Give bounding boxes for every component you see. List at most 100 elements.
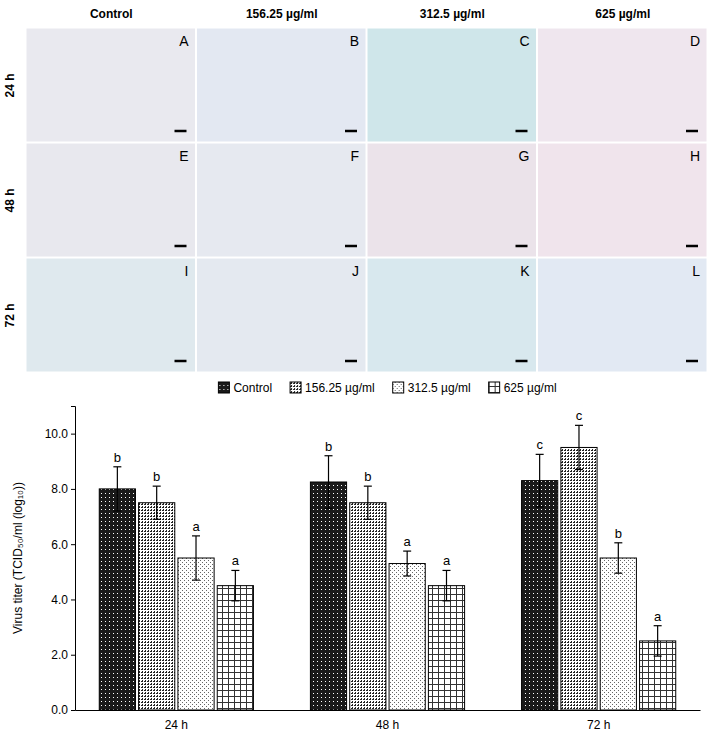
- scale-bar: [345, 360, 357, 363]
- x-axis: 24 h48 h72 h: [76, 710, 701, 732]
- y-tick: 8.0: [51, 482, 75, 496]
- legend-label: Control: [233, 381, 272, 395]
- legend-item: 625 µg/ml: [489, 381, 557, 395]
- micrograph-panel: [367, 143, 537, 257]
- bar: [522, 481, 558, 710]
- error-cap: [536, 506, 544, 507]
- error-line: [328, 456, 329, 509]
- row-header: 72 h: [3, 303, 17, 327]
- error-bar: [364, 486, 372, 519]
- error-bar: [536, 454, 544, 507]
- scale-bar: [175, 245, 187, 248]
- y-tick-mark: [71, 434, 75, 435]
- y-tick: 4.0: [51, 593, 75, 607]
- error-bar: [231, 570, 239, 600]
- series: [99, 454, 557, 710]
- micrograph-panel: [197, 258, 367, 372]
- series: [217, 570, 675, 710]
- error-cap: [231, 600, 239, 601]
- y-tick-mark: [71, 599, 75, 600]
- error-cap: [403, 550, 411, 551]
- error-cap: [113, 510, 121, 511]
- column-header: 625 µg/ml: [595, 7, 650, 21]
- legend-label: 156.25 µg/ml: [305, 381, 375, 395]
- scale-bar: [516, 360, 528, 363]
- y-axis: 0.0 2.0 4.0 6.0 8.0 10.0: [45, 407, 76, 718]
- panel-letter: C: [519, 33, 529, 49]
- bar: [99, 489, 135, 710]
- legend-item: 156.25 µg/ml: [290, 381, 375, 395]
- error-cap: [442, 600, 450, 601]
- significance-letter: a: [192, 519, 200, 534]
- micrograph-panel: [367, 258, 537, 372]
- error-cap: [654, 656, 662, 657]
- micrograph-panel: [538, 143, 708, 257]
- error-cap: [325, 455, 333, 456]
- error-line: [446, 570, 447, 600]
- row-header: 24 h: [3, 73, 17, 97]
- y-tick-mark: [71, 655, 75, 656]
- legend-label: 625 µg/ml: [504, 381, 557, 395]
- error-cap: [442, 570, 450, 571]
- error-cap: [113, 466, 121, 467]
- panel-letter: H: [690, 148, 700, 164]
- x-tick: 72 h: [587, 710, 610, 732]
- error-cap: [364, 519, 372, 520]
- panel-letter: I: [185, 263, 189, 279]
- panel-letter: D: [690, 33, 700, 49]
- error-line: [578, 425, 579, 469]
- error-line: [156, 486, 157, 519]
- panel-letter: K: [520, 263, 530, 279]
- error-cap: [325, 508, 333, 509]
- y-tick-mark: [71, 489, 75, 490]
- bar: [428, 586, 464, 710]
- panel-letter: B: [350, 33, 359, 49]
- error-cap: [575, 425, 583, 426]
- legend-item: Control: [218, 381, 272, 395]
- error-cap: [614, 542, 622, 543]
- significance-letter: b: [364, 469, 371, 484]
- series: [139, 425, 597, 710]
- y-tick-label: 10.0: [45, 427, 69, 441]
- significance-labels: bbcbbcaabaaa: [114, 408, 662, 623]
- x-tick-label: 48 h: [376, 718, 399, 732]
- bar: [561, 447, 597, 710]
- error-bar: [614, 543, 622, 573]
- error-bar: [325, 456, 333, 509]
- scale-bar: [516, 245, 528, 248]
- panel-letter: J: [352, 263, 359, 279]
- y-tick-label: 2.0: [51, 648, 68, 662]
- y-tick-mark: [71, 544, 75, 545]
- y-tick-label: 6.0: [51, 538, 68, 552]
- column-header: 156.25 µg/ml: [246, 7, 318, 21]
- scale-bar: [516, 130, 528, 133]
- row-header: 48 h: [3, 188, 17, 212]
- error-bar: [403, 551, 411, 576]
- legend-swatch: [290, 382, 301, 393]
- x-tick: 48 h: [376, 710, 399, 732]
- y-tick-label: 4.0: [51, 593, 68, 607]
- error-line: [235, 570, 236, 600]
- scale-bar: [686, 360, 698, 363]
- significance-letter: b: [114, 450, 121, 465]
- significance-letter: c: [576, 408, 583, 423]
- micrograph-panel: [538, 258, 708, 372]
- error-cap: [536, 454, 544, 455]
- bar: [389, 564, 425, 710]
- x-tick-label: 72 h: [587, 718, 610, 732]
- micrograph-panel: [197, 28, 367, 142]
- y-tick: 10.0: [45, 427, 75, 441]
- panel-letter: E: [179, 148, 188, 164]
- y-tick-label: 0.0: [51, 703, 68, 717]
- legend-swatch: [489, 382, 500, 393]
- error-cap: [654, 625, 662, 626]
- error-cap: [192, 580, 200, 581]
- scale-bar: [345, 130, 357, 133]
- micrograph-panel: [26, 28, 196, 142]
- micrograph-panel: [26, 258, 196, 372]
- bar: [178, 558, 214, 710]
- error-bar: [575, 425, 583, 469]
- significance-letter: b: [325, 439, 332, 454]
- scale-bar: [175, 130, 187, 133]
- legend-item: 312.5 µg/ml: [393, 381, 471, 395]
